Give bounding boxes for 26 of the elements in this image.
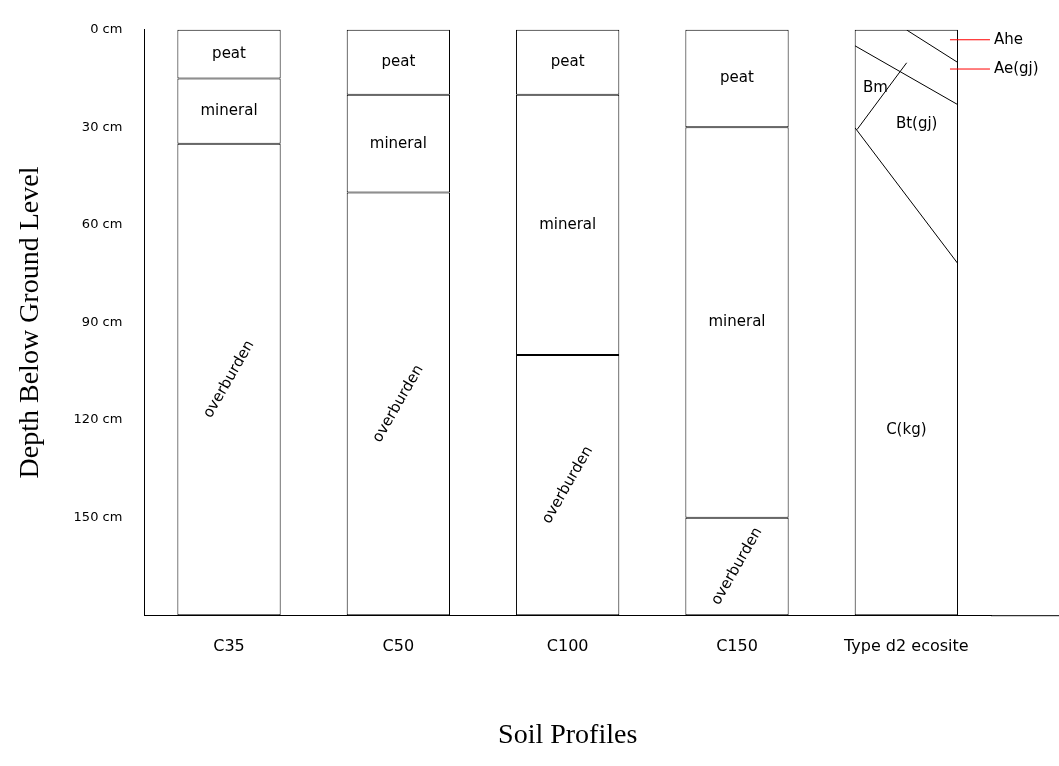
data-label: mineral — [708, 312, 766, 331]
data-label: mineral — [200, 101, 258, 119]
x-tick-label: C100 — [546, 635, 589, 655]
annotation: C(kg) — [886, 419, 927, 438]
text: Ahe — [993, 29, 1023, 48]
annotation: Bt(gj) — [895, 113, 938, 132]
x-tick-label: Type d2 ecosite — [843, 635, 969, 655]
data-label: peat — [381, 52, 416, 71]
data-label: mineral — [539, 214, 597, 233]
y-tick-label: 120 cm — [73, 411, 123, 427]
data-label: peat — [720, 68, 755, 87]
y-tick-label: 90 cm — [81, 313, 123, 329]
data-label: peat — [550, 52, 585, 71]
data-label: peat — [212, 44, 247, 63]
x-tick-label: C150 — [716, 635, 758, 655]
x-axis-title: Soil Profiles — [498, 717, 638, 749]
x-tick-label: C50 — [382, 635, 415, 655]
annotation: Bm — [862, 78, 888, 97]
y-tick-label: 30 cm — [81, 118, 123, 134]
y-tick-label: 60 cm — [81, 216, 123, 232]
y-tick-label: 150 cm — [73, 509, 123, 525]
x-tick-label: C35 — [213, 635, 245, 655]
data-label: mineral — [369, 133, 427, 152]
y-tick-label: 0 cm — [90, 21, 123, 37]
y-axis-title: Depth Below Ground Level — [13, 166, 45, 479]
text: Ae(gj) — [993, 58, 1039, 77]
